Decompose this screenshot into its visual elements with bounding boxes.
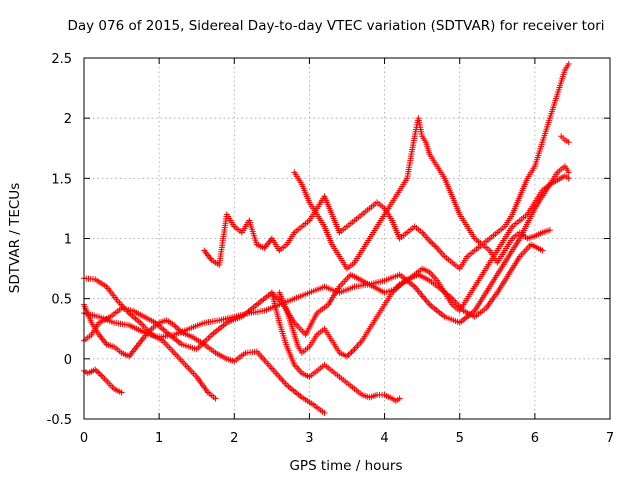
data-marker — [428, 239, 435, 246]
data-marker — [93, 368, 100, 375]
data-marker — [96, 370, 103, 377]
data-marker — [98, 372, 105, 379]
data-marker — [172, 323, 179, 330]
series-arc-9 — [268, 289, 403, 404]
data-point — [539, 247, 546, 254]
y-tick-label: 0.5 — [51, 293, 72, 308]
y-tick-label: 1 — [64, 233, 72, 248]
series-arc-5 — [81, 241, 546, 353]
data-point — [565, 169, 572, 176]
y-tick-label: 2.5 — [51, 52, 72, 67]
series-arc-7 — [291, 61, 572, 272]
series-arc-10 — [558, 133, 572, 146]
data-point — [396, 395, 403, 402]
y-tick-label: 1.5 — [51, 172, 72, 187]
data-point — [565, 139, 572, 146]
y-tick-label: -0.5 — [47, 413, 72, 428]
data-point — [565, 61, 572, 68]
data-marker — [432, 243, 439, 250]
data-marker — [345, 351, 352, 358]
x-axis-label: GPS time / hours — [289, 458, 402, 474]
x-tick-label: 6 — [531, 431, 539, 446]
data-point — [565, 175, 572, 182]
series-arc-3 — [81, 301, 328, 416]
x-tick-label: 1 — [155, 431, 163, 446]
data-point — [118, 389, 125, 396]
series-arc-2 — [81, 366, 125, 396]
y-tick-label: 2 — [64, 112, 72, 127]
x-tick-label: 2 — [230, 431, 238, 446]
x-tick-label: 0 — [80, 431, 88, 446]
data-series — [81, 61, 572, 416]
x-tick-label: 3 — [305, 431, 313, 446]
chart-title: Day 076 of 2015, Sidereal Day-to-day VTE… — [67, 18, 604, 34]
axis-ticks: 0 1 2 3 4 5 6 7 -0.5 0 0.5 1 1.5 2 2.5 — [47, 52, 615, 446]
x-tick-label: 5 — [456, 431, 464, 446]
y-tick-label: 0 — [64, 353, 72, 368]
plot-frame — [83, 57, 611, 420]
data-point — [321, 409, 328, 416]
data-point — [546, 227, 553, 234]
data-marker — [348, 349, 355, 356]
data-marker — [350, 347, 357, 354]
data-marker — [174, 325, 181, 332]
x-tick-label: 4 — [380, 431, 388, 446]
y-axis-label: SDTVAR / TECUs — [7, 183, 23, 293]
x-tick-label: 7 — [606, 431, 614, 446]
data-point — [212, 395, 219, 402]
data-marker — [429, 240, 436, 247]
series-arc-8 — [276, 163, 572, 360]
data-marker — [431, 242, 438, 249]
series-arc-6 — [201, 193, 553, 272]
